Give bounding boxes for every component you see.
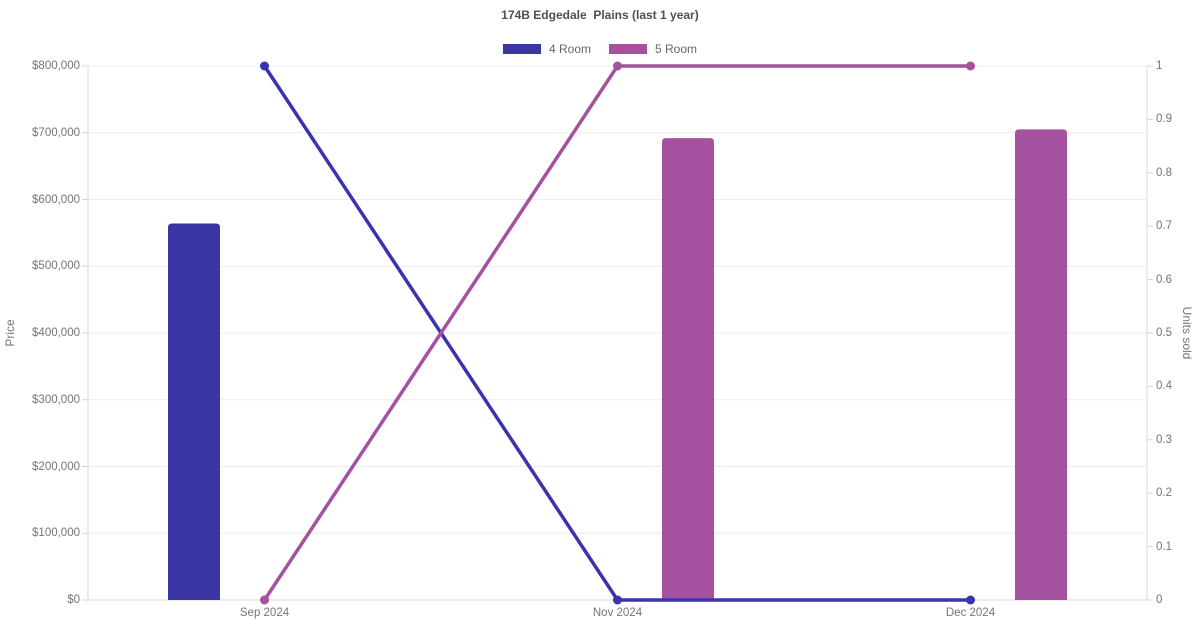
right-axis-tick-label: 0.2 [1156,487,1172,500]
left-axis-tick-label: $400,000 [32,327,80,339]
legend-swatch-5-room [609,44,647,54]
left-axis-tick-label: $100,000 [32,527,80,540]
right-axis-tick-label: 0.9 [1156,113,1172,126]
point-4-room-nov-2024 [613,595,622,605]
point-5-room-nov-2024 [613,61,622,71]
right-axis-tick-label: 0.6 [1156,273,1172,286]
x-axis-tick-label: Nov 2024 [592,607,643,619]
legend-swatch-4-room [502,44,541,54]
left-axis-tick-label: $700,000 [32,126,80,139]
right-axis-tick-label: 0.8 [1156,166,1172,179]
point-4-room-dec-2024 [966,595,975,605]
left-axis-tick-label: $200,000 [32,460,80,473]
right-axis-tick-label: 0.1 [1156,540,1172,553]
left-axis-tick-label: $0 [67,594,80,606]
point-4-room-sep-2024 [260,61,269,71]
bar-5-room-nov-2024 [662,138,714,600]
x-axis-tick-label: Sep 2024 [239,607,290,619]
point-5-room-dec-2024 [966,61,975,71]
legend-item-4-room[interactable]: 4 Room [502,42,591,56]
right-axis-tick-label: 0.5 [1156,327,1172,339]
right-axis-tick-label: 0.3 [1156,433,1172,446]
left-axis-tick-label: $800,000 [32,60,80,72]
right-axis-tick-label: 0.7 [1156,220,1172,233]
left-axis-tick-label: $300,000 [32,393,80,406]
left-axis-tick-label: $500,000 [32,260,80,273]
bar-4-room-sep-2024 [168,223,220,600]
legend-item-5-room[interactable]: 5 Room [609,42,697,56]
legend-label: 5 Room [655,42,698,56]
bar-5-room-dec-2024 [1015,129,1067,600]
x-axis-tick-label: Dec 2024 [945,607,996,619]
left-axis-tick-label: $600,000 [32,193,80,206]
right-axis-tick-label: 0 [1156,594,1163,606]
right-axis-tick-label: 0.4 [1156,380,1172,393]
chart-legend: 4 Room 5 Room [0,41,1200,57]
legend-label: 4 Room [548,42,591,56]
right-axis-tick-label: 1 [1156,60,1163,72]
point-5-room-sep-2024 [260,595,269,605]
chart-title: 174B Edgedale Plains (last 1 year) [501,8,699,22]
